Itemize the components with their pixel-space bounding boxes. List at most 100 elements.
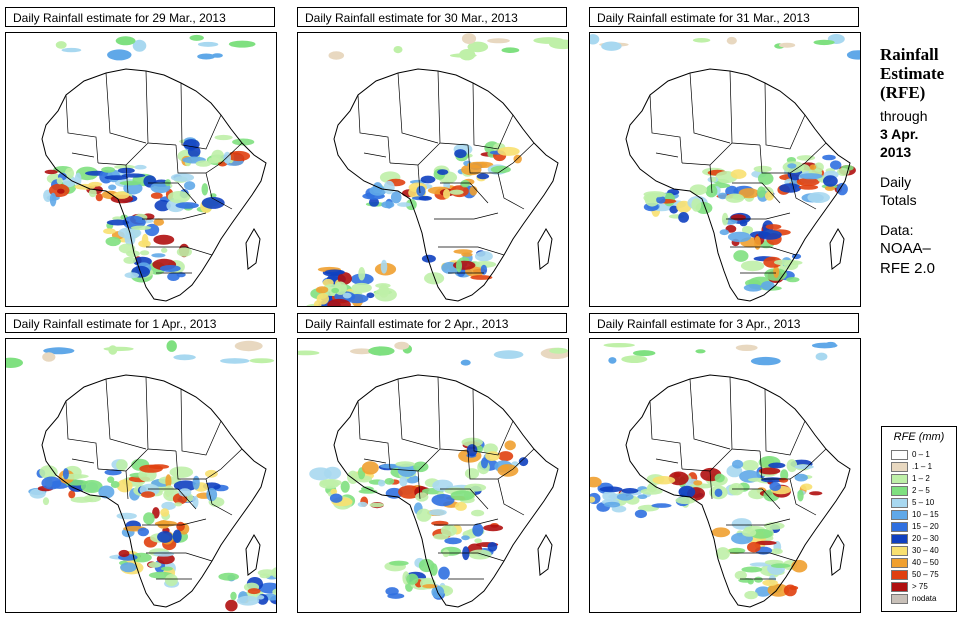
rainfall-cell [380,259,388,274]
rainfall-cell [390,191,402,204]
rainfall-cell [184,181,196,191]
rainfall-cell [758,230,782,240]
rainfall-cell [753,165,772,173]
legend-title: RFE (mm) [893,431,945,443]
legend-swatch [891,594,908,604]
rainfall-cell [438,566,450,580]
rainfall-cell [416,185,426,197]
coastline [333,374,559,608]
country-border [709,470,713,500]
legend-swatch [891,570,908,580]
rainfall-cell [487,38,510,44]
country-border [440,182,489,204]
rainfall-cell [137,527,149,537]
rainfall-cell [798,184,819,190]
legend-label: 0 – 1 [912,450,930,459]
country-border [438,552,505,562]
legend-swatch [891,534,908,544]
rainfall-cell [405,199,417,211]
side-annotation: Rainfall Estimate (RFE) through 3 Apr. 2… [880,45,965,279]
side-date-1: 3 Apr. [880,126,919,142]
rainfall-cell [351,282,372,293]
panel-30-mar: Daily Rainfall estimate for 30 Mar., 201… [297,7,569,307]
country-border [730,246,797,256]
rainfall-cell [837,168,850,176]
coastline [625,68,851,302]
rainfall-cell [473,261,497,268]
rainfall-cell [139,250,150,256]
rainfall-cell [228,40,256,48]
country-border [764,82,806,150]
rainfall-cell [49,192,57,207]
legend-label: 2 – 5 [912,486,930,495]
rainfall-cell [732,459,744,469]
country-border [148,182,197,204]
panel-title: Daily Rainfall estimate for 1 Apr., 2013 [5,313,275,333]
rainfall-cell [469,186,478,196]
rainfall-cell [822,154,836,161]
side-through: through [880,108,928,124]
rainfall-cell [797,489,804,502]
rainfall-cell [113,191,130,199]
rainfall-cell [44,169,58,175]
rainfall-cell [160,508,170,517]
coastline [333,68,559,302]
rainfall-map [297,32,569,307]
madagascar-outline [537,228,553,270]
rainfall-cell [823,175,838,187]
rainfall-cell [460,180,470,188]
rainfall-cell [728,547,746,554]
country-border [729,376,761,452]
rainfall-cell [164,179,171,187]
rainfall-cell [809,491,823,496]
rainfall-cell [115,36,136,46]
rainfall-cell [103,228,116,235]
rainfall-cell [138,240,151,248]
rainfall-cell [741,226,754,234]
legend-item: .1 – 1 [891,461,953,472]
legend-label: 40 – 50 [912,558,939,567]
rainfall-cell [621,488,639,494]
panel-title: Daily Rainfall estimate for 29 Mar., 201… [5,7,275,27]
rainfall-cell [824,185,835,191]
rainfall-cell [769,482,781,491]
rainfall-cell [170,173,195,182]
rainfall-cell [497,146,520,156]
rainfall-cell [324,269,345,275]
rainfall-cell [153,218,165,226]
country-border [789,172,817,210]
rainfall-cell [175,202,199,209]
rainfall-cell [368,346,395,356]
country-border [726,212,791,220]
rainfall-cell [461,33,477,44]
country-border [681,142,733,166]
legend-item: > 75 [891,581,953,592]
rainfall-cell [675,496,696,505]
rainfall-cell [176,521,185,532]
rainfall-cell [730,214,746,221]
madagascar-outline [829,228,845,270]
rainfall-cell [711,527,731,538]
rainfall-cell [449,189,464,195]
country-border [205,478,233,516]
rainfall-cell [41,476,62,490]
rainfall-cell [765,224,782,230]
rainfall-cell [398,485,421,499]
legend-label: 5 – 10 [912,498,935,507]
rainfall-cell [443,188,451,199]
rainfall-cell [39,465,58,479]
country-border [397,378,439,450]
rainfall-cell [731,518,752,530]
country-border [363,152,387,158]
rainfall-cell [791,559,808,573]
rainfall-cell [105,236,121,247]
rainfall-cell [493,350,524,359]
country-border [65,94,99,164]
rainfall-cell [734,570,747,580]
country-border [142,212,207,220]
rainfall-cell [794,464,814,470]
rainfall-cell [256,595,265,600]
rainfall-cell [471,509,485,517]
rainfall-cell [88,188,97,198]
rainfall-cell [774,259,792,266]
